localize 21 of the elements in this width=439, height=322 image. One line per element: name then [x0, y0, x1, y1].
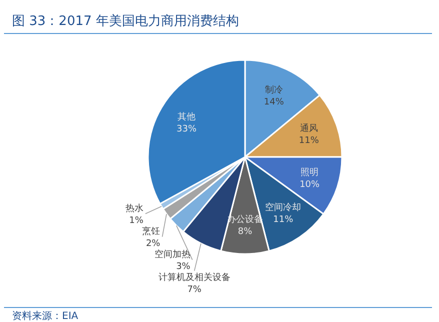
data-label: 33%	[176, 124, 197, 134]
slice-label: 其他	[178, 111, 196, 122]
slice-label: 空间冷却	[265, 202, 302, 214]
data-label: 1%	[129, 216, 144, 226]
data-label: 11%	[298, 136, 320, 146]
slice-label: 热水	[125, 202, 144, 214]
slice-label: 空间加热	[154, 248, 190, 260]
data-label: 8%	[238, 226, 253, 237]
slice-label: 照明	[300, 166, 319, 178]
slice-label: 计算机及相关设备	[158, 272, 230, 283]
data-label: 10%	[300, 180, 320, 190]
data-label: 7%	[187, 284, 202, 295]
data-label: 3%	[176, 262, 191, 272]
text: 资料来源：EIA	[12, 310, 78, 322]
chart-title: 图 33：2017 年美国电力商用消费结构	[12, 13, 239, 30]
slice-label: 制冷	[264, 84, 283, 96]
data-label: 14%	[264, 98, 284, 108]
data-label: 2%	[146, 238, 161, 249]
slice-label: 通风	[300, 123, 318, 134]
slice-label: 烹饪	[142, 226, 160, 237]
data-label: 11%	[273, 215, 294, 226]
